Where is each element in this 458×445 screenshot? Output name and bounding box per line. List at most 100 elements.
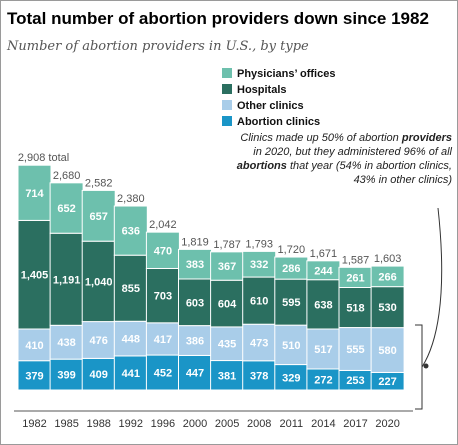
- chart-subtitle: Number of abortion providers in U.S., by…: [7, 39, 309, 54]
- bar-segment: [338, 287, 373, 329]
- total-label: 1,720: [278, 244, 306, 256]
- bar-value-label: 386: [186, 336, 204, 348]
- bar-segment: [113, 254, 148, 322]
- connector-dot: [423, 363, 429, 369]
- annotation-span: abortions: [237, 160, 287, 172]
- bar-value-label: 253: [346, 375, 364, 387]
- x-tick-label: 2000: [183, 418, 207, 430]
- bar-value-label: 409: [90, 369, 108, 381]
- bar-value-label: 510: [282, 340, 300, 352]
- annotation-span: Clinics made up 50% of abortion: [240, 132, 401, 144]
- bar-segment: [113, 320, 148, 357]
- x-tick-label: 1988: [86, 418, 110, 430]
- bar-segment: [178, 325, 212, 356]
- bar-value-label: 383: [186, 259, 204, 271]
- annotation-span: in 2020, but they administered 96% of al…: [253, 146, 452, 158]
- bar-value-label: 714: [25, 188, 44, 200]
- bar-segment: [242, 323, 277, 362]
- x-tick-label: 2020: [375, 418, 399, 430]
- bar-value-label: 1,191: [53, 274, 81, 286]
- bar-segment: [49, 232, 84, 326]
- bar-value-label: 441: [122, 368, 140, 380]
- bar-segment: [49, 182, 84, 234]
- bar-value-label: 286: [282, 263, 300, 275]
- bar-value-label: 603: [186, 297, 204, 309]
- bar-value-label: 367: [218, 261, 236, 273]
- annotation-text: abortions that year (54% in abortion cli…: [237, 160, 452, 172]
- bar-value-label: 476: [90, 335, 108, 347]
- bar-value-label: 636: [122, 226, 140, 238]
- bar-segment: [210, 279, 245, 328]
- total-label: 2,582: [85, 177, 113, 189]
- bar-segment: [242, 250, 277, 278]
- bar-segment: [145, 267, 180, 324]
- bar-value-label: 1,405: [21, 270, 49, 282]
- bar-segment: [370, 286, 405, 329]
- chart-title: Total number of abortion providers down …: [7, 9, 429, 28]
- total-label: 2,680: [53, 170, 81, 182]
- annotation-text: Clinics made up 50% of abortion provider…: [240, 132, 452, 144]
- bar-value-label: 399: [57, 370, 75, 382]
- annotation-text: in 2020, but they administered 96% of al…: [253, 146, 452, 158]
- bar-value-label: 470: [154, 245, 172, 257]
- bar-value-label: 244: [314, 265, 333, 277]
- bar-segment: [145, 322, 180, 356]
- bar-segment: [17, 328, 52, 362]
- legend-swatch: [222, 100, 232, 110]
- x-tick-label: 2011: [279, 418, 303, 430]
- x-tick-label: 2017: [343, 418, 367, 430]
- bar-value-label: 261: [346, 272, 364, 284]
- bar-value-label: 604: [218, 299, 237, 311]
- annotation-span: 43% in other clinics): [354, 174, 453, 186]
- bar-segment: [178, 278, 212, 327]
- legend-swatch: [222, 116, 232, 126]
- bar-value-label: 329: [282, 372, 300, 384]
- bar-value-label: 381: [218, 370, 236, 382]
- bar-segment: [274, 364, 309, 391]
- total-label: 2,908 total: [18, 152, 69, 164]
- x-tick-label: 1996: [151, 418, 175, 430]
- bar-value-label: 855: [122, 283, 140, 295]
- legend-label: Other clinics: [237, 100, 304, 112]
- total-label: 1,603: [374, 253, 402, 265]
- total-label: 1,819: [181, 236, 209, 248]
- bar-value-label: 580: [378, 345, 396, 357]
- x-tick-label: 2014: [311, 418, 335, 430]
- total-label: 1,787: [213, 239, 241, 251]
- bar-value-label: 518: [346, 303, 364, 315]
- bar-value-label: 555: [346, 344, 364, 356]
- bar-value-label: 517: [314, 344, 332, 356]
- bar-segment: [81, 189, 116, 242]
- bar-segment: [210, 251, 245, 281]
- total-label: 2,042: [149, 219, 177, 231]
- bar-value-label: 266: [378, 271, 396, 283]
- annotation-text: 43% in other clinics): [354, 174, 453, 186]
- annotation-span: providers: [401, 132, 452, 144]
- legend-label: Hospitals: [237, 84, 287, 96]
- bar-segment: [370, 265, 405, 288]
- bar-value-label: 438: [57, 337, 75, 349]
- bar-value-label: 332: [250, 259, 268, 271]
- bar-segment: [370, 327, 405, 373]
- bar-value-label: 448: [122, 334, 140, 346]
- annotation-connector: [421, 207, 443, 368]
- bar-value-label: 417: [154, 334, 172, 346]
- total-label: 2,380: [117, 193, 145, 205]
- x-tick-label: 2008: [247, 418, 271, 430]
- annotation-span: that year (54% in abortion clinics,: [287, 160, 452, 172]
- bar-value-label: 1,040: [85, 276, 113, 288]
- bar-segment: [242, 276, 277, 325]
- clinics-bracket: [415, 324, 423, 410]
- legend-swatch: [222, 84, 232, 94]
- bar-value-label: 410: [25, 340, 43, 352]
- bar-segment: [81, 240, 116, 323]
- bar-value-label: 435: [218, 339, 236, 351]
- x-tick-label: 1982: [22, 418, 46, 430]
- total-label: 1,793: [245, 238, 273, 250]
- bar-segment: [338, 327, 373, 371]
- bar-value-label: 227: [378, 376, 396, 388]
- bar-segment: [17, 164, 52, 221]
- x-tick-label: 1985: [54, 418, 78, 430]
- bar-value-label: 452: [154, 368, 172, 380]
